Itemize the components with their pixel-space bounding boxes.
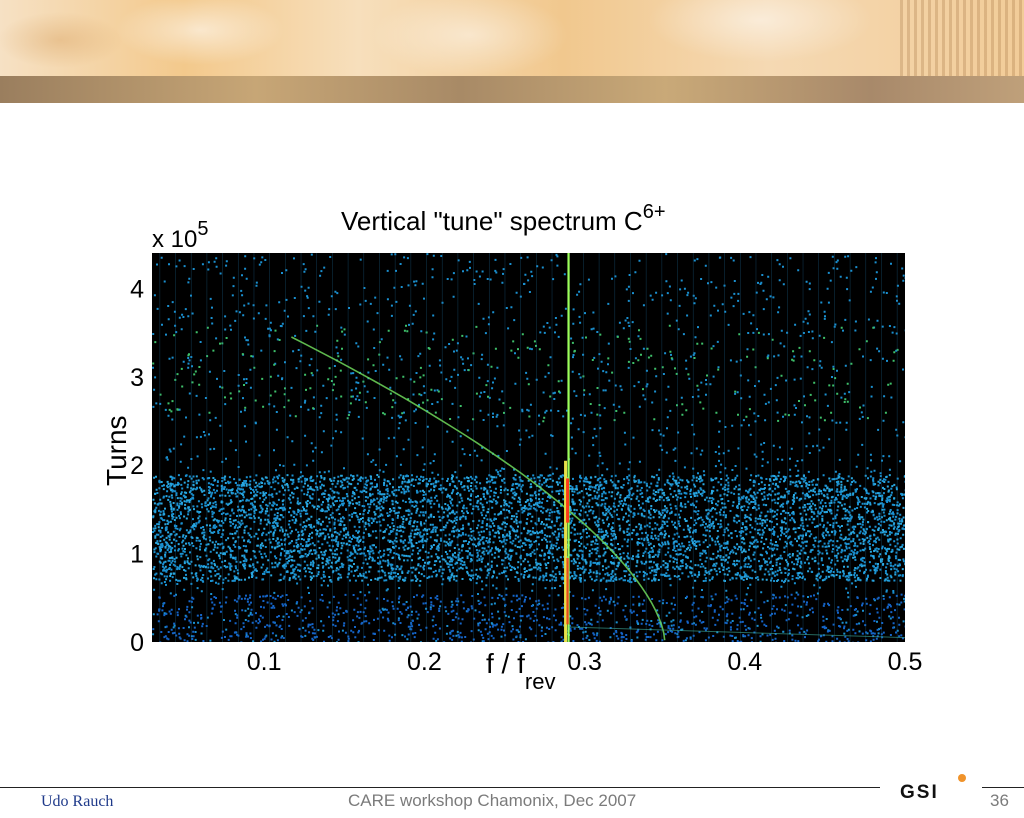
- plot-area: [152, 253, 905, 642]
- event-name: CARE workshop Chamonix, Dec 2007: [348, 791, 637, 810]
- y-tick-label: 2: [130, 452, 144, 480]
- y-tick-label: 4: [130, 275, 144, 303]
- y-tick-label: 3: [130, 364, 144, 392]
- banner-strip: [0, 76, 1024, 103]
- x-tick-label: 0.5: [888, 648, 923, 676]
- noise-band-primary: [152, 474, 905, 582]
- chart-title-superscript: 6+: [643, 201, 666, 223]
- header-banner: [0, 0, 1024, 103]
- chart-title-main: Vertical "tune" spectrum C: [341, 206, 643, 236]
- x-axis-label-subscript: rev: [525, 669, 556, 694]
- y-tick-label: 0: [130, 629, 144, 657]
- x-axis-label: f / frev: [486, 648, 555, 694]
- banner-photo: [0, 0, 1024, 76]
- plot-layer: [152, 253, 905, 642]
- x-axis-label-main: f / f: [486, 648, 525, 679]
- author-name: Udo Rauch: [41, 793, 114, 810]
- y-tick-label: 1: [130, 541, 144, 569]
- x-tick-label: 0.1: [247, 648, 282, 676]
- gsi-logo-text: GSI: [900, 782, 939, 802]
- x-tick-label: 0.2: [407, 648, 442, 676]
- baseline-trace: [568, 626, 905, 639]
- banner-rail: [900, 0, 1024, 76]
- x-tick-label: 0.4: [727, 648, 762, 676]
- noise-green: [152, 324, 899, 423]
- noise-band-secondary: [152, 474, 905, 583]
- y-multiplier-exponent: 5: [197, 218, 208, 240]
- page-number: 36: [990, 791, 1009, 810]
- tick-layer: 0.1 0.2 0.3 0.4 0.5 0 1 2 3 4: [130, 275, 922, 676]
- drifting-tune-line: [291, 336, 666, 641]
- y-multiplier: x 105: [152, 218, 209, 253]
- x-tick-label: 0.3: [567, 648, 602, 676]
- gsi-logo: GSI: [900, 774, 966, 802]
- chart-title: Vertical "tune" spectrum C6+: [341, 201, 666, 236]
- footer-divider: [0, 787, 880, 788]
- y-multiplier-base: x 10: [152, 226, 197, 253]
- y-axis-label: Turns: [101, 415, 132, 486]
- footer-divider-right: [982, 787, 1024, 788]
